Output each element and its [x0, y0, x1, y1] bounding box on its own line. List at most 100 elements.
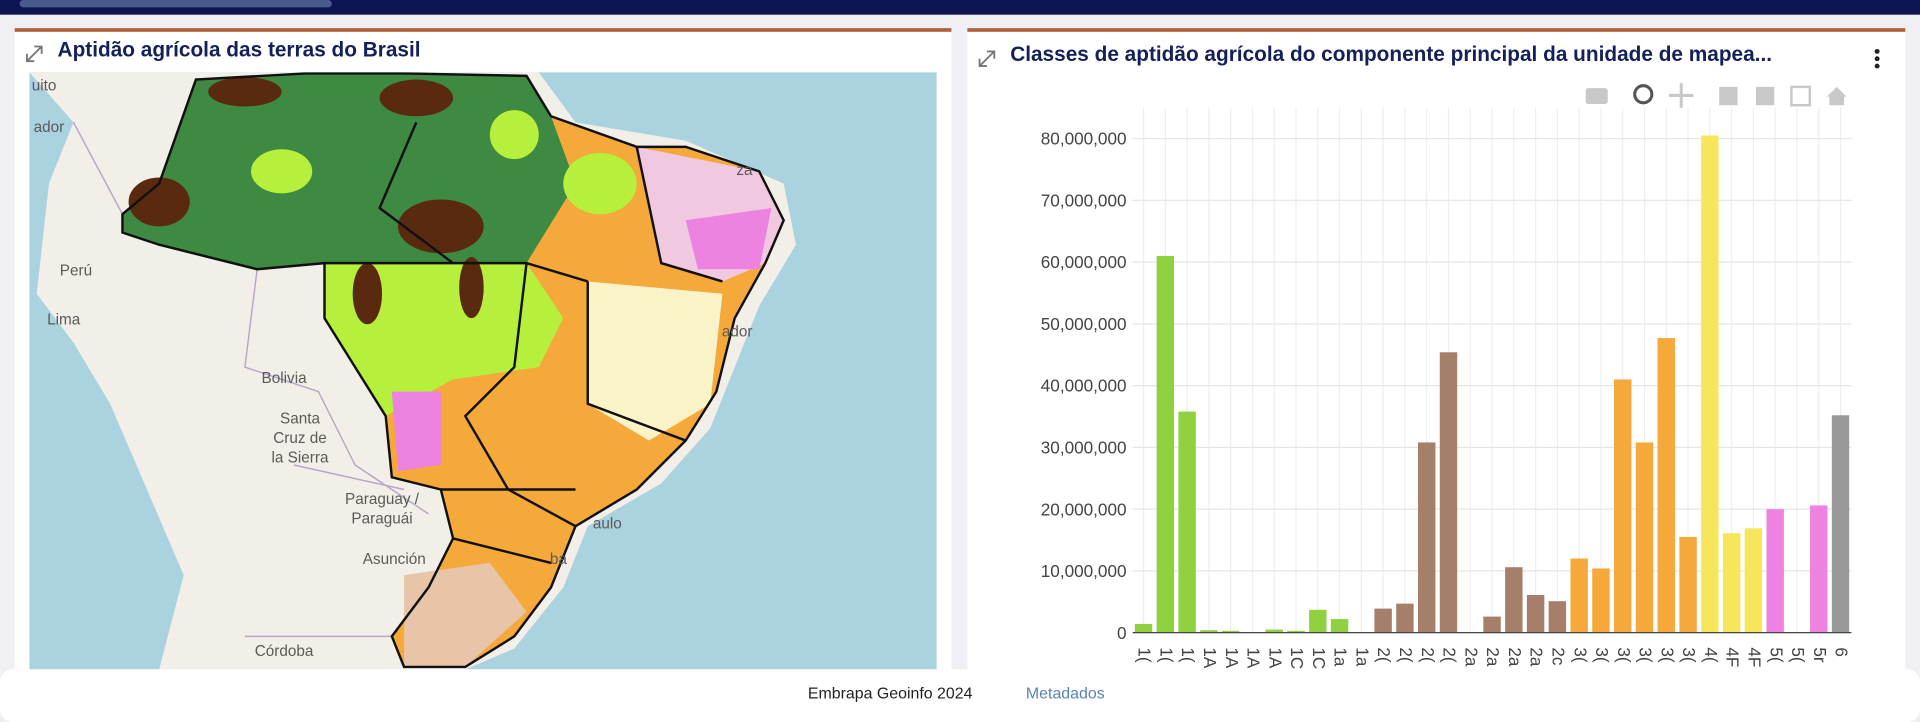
metadata-link[interactable]: Metadados — [1026, 686, 1105, 703]
y-tick-label: 70,000,000 — [1041, 190, 1127, 210]
x-tick-label: 1C — [1309, 647, 1329, 669]
x-tick-label: 1C — [1287, 647, 1307, 669]
x-tick-label: 2( — [1418, 647, 1438, 663]
bar — [1592, 568, 1610, 633]
bar — [1309, 609, 1327, 633]
map-title: Aptidão agrícola das terras do Brasil — [58, 38, 421, 61]
menu-icon[interactable] — [1874, 48, 1880, 69]
region-pink — [685, 208, 772, 270]
bar — [1657, 338, 1676, 633]
x-tick-label: 2( — [1374, 647, 1394, 663]
state-borders — [121, 72, 786, 669]
y-tick-label: 40,000,000 — [1041, 376, 1127, 396]
bar — [1548, 601, 1567, 633]
place-label: Santa — [280, 410, 320, 427]
bar — [1722, 533, 1741, 633]
place-label: Córdoba — [255, 643, 314, 660]
y-tick-label: 0 — [1117, 623, 1127, 643]
home-button[interactable] — [1826, 86, 1847, 106]
x-tick-label: 2a — [1505, 647, 1525, 667]
bar — [1396, 603, 1414, 633]
x-tick-label: 4F — [1745, 647, 1765, 667]
place-label: Asunción — [363, 551, 426, 568]
x-tick-label: 2a — [1527, 647, 1547, 667]
region-forest — [122, 73, 576, 270]
zoom-in-button[interactable] — [1719, 86, 1738, 106]
x-tick-label: 5( — [1766, 647, 1786, 663]
bar — [1635, 442, 1654, 633]
x-tick-label: 1A — [1244, 647, 1264, 669]
place-label: ba — [550, 551, 568, 568]
place-label: Bolivia — [262, 370, 308, 387]
bar — [1200, 630, 1218, 633]
region-green-light — [251, 110, 637, 215]
x-tick-label: 2c — [1548, 647, 1568, 666]
x-tick-label: 3( — [1614, 647, 1634, 663]
panel-border — [14, 28, 952, 32]
chart-title: Classes de aptidão agrícola do component… — [1010, 43, 1772, 66]
y-tick-label: 10,000,000 — [1041, 561, 1127, 581]
zoom-out-button[interactable] — [1755, 86, 1775, 106]
region-south — [404, 562, 527, 667]
x-tick-label: 4( — [1701, 647, 1721, 663]
x-tick-label: 3( — [1570, 647, 1590, 663]
y-tick-label: 30,000,000 — [1041, 438, 1127, 458]
bar — [1505, 567, 1523, 633]
place-label: Lima — [47, 311, 81, 328]
x-tick-label: 4F — [1723, 647, 1743, 667]
bar — [1810, 505, 1828, 633]
modebar — [1585, 83, 1847, 108]
bar — [1287, 630, 1305, 633]
map-labels: uito ador Perú Lima Bolivia Santa Cruz d… — [32, 78, 753, 660]
top-tab[interactable] — [19, 0, 332, 8]
y-tick-label: 50,000,000 — [1041, 314, 1127, 334]
autoscale-button[interactable] — [1790, 85, 1812, 107]
bar — [1221, 630, 1240, 633]
bar — [1570, 558, 1588, 633]
bar — [1265, 629, 1283, 633]
x-tick-label: 6 — [1832, 647, 1852, 657]
x-tick-label: 3( — [1592, 647, 1612, 663]
camera-button[interactable] — [1585, 88, 1608, 105]
bar — [1417, 442, 1436, 633]
y-tick-label: 20,000,000 — [1041, 499, 1127, 519]
x-tick-label: 2( — [1440, 647, 1460, 663]
bar — [1744, 528, 1763, 633]
x-tick-label: 1a — [1331, 647, 1351, 667]
zoom-button[interactable] — [1633, 84, 1654, 105]
region-cream — [587, 281, 723, 441]
bar — [1831, 415, 1850, 633]
place-label: ador — [722, 324, 753, 341]
top-bar — [0, 0, 1920, 15]
bar — [1679, 536, 1697, 633]
y-tick-label: 80,000,000 — [1041, 129, 1127, 149]
pan-button[interactable] — [1668, 83, 1694, 108]
x-tick-label: 1( — [1178, 647, 1198, 663]
place-label: Perú — [60, 262, 92, 279]
bar — [1178, 411, 1196, 633]
x-tick-label: 2( — [1396, 647, 1416, 663]
place-label: uito — [32, 78, 57, 95]
x-tick-label: 3( — [1636, 647, 1656, 663]
expand-icon[interactable] — [26, 45, 43, 63]
place-label: Paraguay / — [345, 491, 420, 508]
x-tick-label: 1( — [1135, 647, 1155, 663]
place-label: aulo — [593, 516, 622, 533]
bar — [1156, 255, 1175, 633]
footer-credit: Embrapa Geoinfo 2024 — [808, 686, 973, 703]
bar — [1374, 608, 1392, 633]
place-label: Cruz de — [273, 430, 327, 447]
bar — [1134, 624, 1153, 633]
plot: 0 10,000,000 20,000,000 30,000,000 40,000,00… — [1041, 107, 1852, 669]
x-tick-label: 5r — [1810, 647, 1830, 663]
bar — [1614, 379, 1632, 633]
bar — [1526, 594, 1545, 633]
map[interactable]: uito ador Perú Lima Bolivia Santa Cruz d… — [29, 72, 937, 670]
place-label: ador — [34, 119, 65, 136]
x-tick-label: 3( — [1679, 647, 1699, 663]
place-label: Paraguái — [351, 511, 412, 528]
x-tick-label: 1a — [1352, 647, 1372, 667]
expand-icon[interactable] — [978, 50, 996, 67]
region-brown — [128, 77, 484, 325]
